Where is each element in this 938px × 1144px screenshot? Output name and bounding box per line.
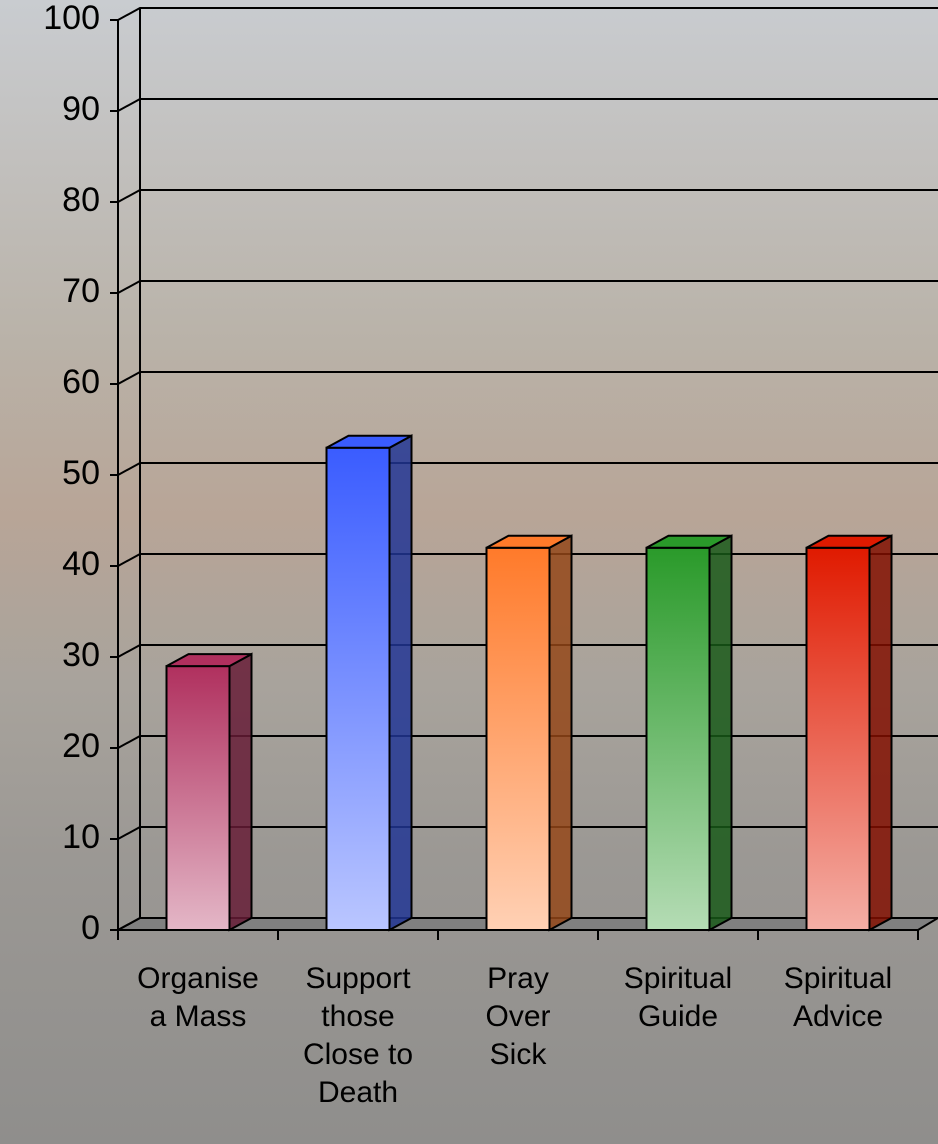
y-tick-label: 0 xyxy=(81,909,100,947)
y-tick-label: 30 xyxy=(62,636,100,674)
y-tick-label: 100 xyxy=(43,0,100,37)
bar-side-shade xyxy=(230,654,252,930)
x-tick-label: Organise a Mass xyxy=(118,960,278,1036)
y-tick-label: 60 xyxy=(62,363,100,401)
bar-front xyxy=(327,448,390,930)
bar xyxy=(167,654,252,930)
grid-line xyxy=(118,99,938,111)
bar-side-shade xyxy=(870,536,892,930)
grid-line xyxy=(118,281,938,293)
x-tick-label: Support those Close to Death xyxy=(278,960,438,1112)
bar-side-shade xyxy=(550,536,572,930)
y-tick-label: 50 xyxy=(62,454,100,492)
y-tick-label: 70 xyxy=(62,272,100,310)
grid-line xyxy=(118,8,938,20)
grid-line xyxy=(118,463,938,475)
bar xyxy=(487,536,572,930)
x-tick-label: Spiritual Advice xyxy=(758,960,918,1036)
y-tick-label: 20 xyxy=(62,727,100,765)
y-tick-label: 90 xyxy=(62,90,100,128)
bar-side-shade xyxy=(390,436,412,930)
x-tick-label: Pray Over Sick xyxy=(438,960,598,1074)
bar-front xyxy=(647,548,710,930)
bar xyxy=(647,536,732,930)
bar-front xyxy=(487,548,550,930)
y-tick-label: 40 xyxy=(62,545,100,583)
bar xyxy=(807,536,892,930)
y-tick-label: 80 xyxy=(62,181,100,219)
bar-side-shade xyxy=(710,536,732,930)
bar-front xyxy=(167,666,230,930)
grid-line xyxy=(118,190,938,202)
x-tick-label: Spiritual Guide xyxy=(598,960,758,1036)
bar xyxy=(327,436,412,930)
grid-line xyxy=(118,372,938,384)
bar-front xyxy=(807,548,870,930)
y-tick-label: 10 xyxy=(62,818,100,856)
chart: 0 10 20 30 40 50 60 70 80 90 100 Organise a MassSu… xyxy=(0,0,938,1144)
